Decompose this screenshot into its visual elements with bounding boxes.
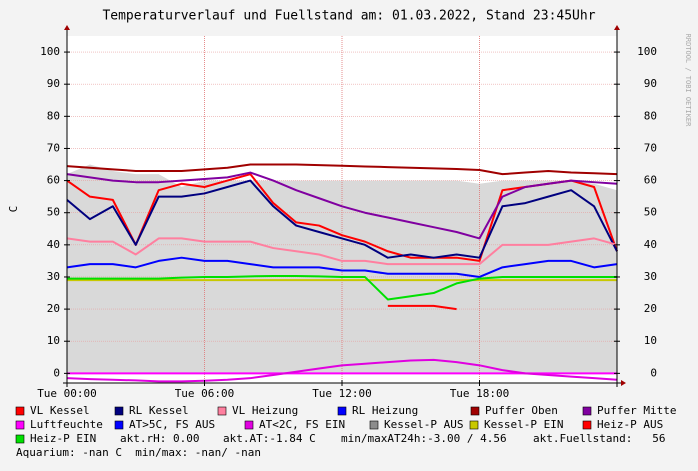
- legend-label: VL Kessel: [30, 404, 90, 417]
- y2-tick-label: 90: [644, 77, 657, 90]
- y2-tick-label: 80: [644, 109, 657, 122]
- chart-title: Temperaturverlauf und Fuellstand am: 01.…: [102, 9, 595, 24]
- y-tick-label: 10: [47, 334, 60, 347]
- watermark: RRDTOOL / TOBI OETIKER: [684, 34, 692, 128]
- line: [66, 171, 618, 240]
- legend-label: AT<2C, FS EIN: [259, 418, 345, 431]
- legend-swatch: [582, 420, 592, 430]
- legend-swatch: [469, 420, 479, 430]
- y2-tick-label: 0: [650, 366, 657, 379]
- info-text: akt.AT:-1.84 C: [223, 432, 316, 445]
- legend-swatch: [15, 406, 25, 416]
- legend-label: Kessel-P AUS: [384, 418, 463, 431]
- y-tick-label: 100: [40, 45, 60, 58]
- line: [67, 275, 617, 301]
- x-tick-label: Tue 18:00: [450, 387, 510, 400]
- line: [66, 256, 618, 278]
- y2-tick-label: 30: [644, 270, 657, 283]
- legend-swatch: [15, 434, 25, 444]
- x-tick-label: Tue 06:00: [175, 387, 235, 400]
- legend-label: Luftfeuchte: [30, 418, 103, 431]
- legend-swatch: [114, 420, 124, 430]
- legend-swatch: [582, 406, 592, 416]
- legend-swatch: [114, 406, 124, 416]
- y-tick-label: 30: [47, 270, 60, 283]
- info-text: akt.Fuellstand: 56: [533, 432, 665, 445]
- legend-swatch: [369, 420, 379, 430]
- line: [66, 163, 618, 176]
- y-tick-label: 50: [47, 206, 60, 219]
- y-tick-label: 0: [53, 366, 60, 379]
- line: [387, 304, 457, 311]
- y-axis-label: C: [7, 206, 20, 213]
- legend-swatch: [337, 406, 347, 416]
- legend-label: Heiz-P AUS: [597, 418, 663, 431]
- line: [66, 358, 618, 383]
- y2-tick-label: 70: [644, 141, 657, 154]
- y-tick-label: 80: [47, 109, 60, 122]
- legend-label: RL Heizung: [352, 404, 418, 417]
- legend-label: VL Heizung: [232, 404, 298, 417]
- legend-label: AT>5C, FS AUS: [129, 418, 215, 431]
- y2-tick-label: 60: [644, 174, 657, 187]
- legend-label: Kessel-P EIN: [484, 418, 563, 431]
- y-tick-label: 70: [47, 141, 60, 154]
- x-tick-label: Tue 00:00: [37, 387, 97, 400]
- y2-tick-label: 10: [644, 334, 657, 347]
- legend-label: RL Kessel: [129, 404, 189, 417]
- axis-arrow: [621, 380, 626, 386]
- info-text: min/maxAT24h:-3.00 / 4.56: [341, 432, 507, 445]
- y2-tick-label: 100: [637, 45, 657, 58]
- legend-swatch: [244, 420, 254, 430]
- line: [66, 237, 618, 266]
- y2-tick-label: 50: [644, 206, 657, 219]
- y2-tick-label: 20: [644, 302, 657, 315]
- y-tick-label: 40: [47, 238, 60, 251]
- axis-arrow: [64, 25, 70, 30]
- y-tick-label: 60: [47, 174, 60, 187]
- legend-swatch: [470, 406, 480, 416]
- legend-swatch: [217, 406, 227, 416]
- x-tick-label: Tue 12:00: [312, 387, 372, 400]
- legend-swatch: [15, 420, 25, 430]
- legend-label: Heiz-P EIN: [30, 432, 96, 445]
- legend-label: Puffer Mitte: [597, 404, 676, 417]
- axis-arrow: [614, 25, 620, 30]
- info-text: akt.rH: 0.00: [120, 432, 199, 445]
- y-tick-label: 90: [47, 77, 60, 90]
- legend-label: Puffer Oben: [485, 404, 558, 417]
- y-tick-label: 20: [47, 302, 60, 315]
- line: [66, 179, 618, 259]
- info-text: Aquarium: -nan C min/max: -nan/ -nan: [16, 446, 261, 459]
- y2-tick-label: 40: [644, 238, 657, 251]
